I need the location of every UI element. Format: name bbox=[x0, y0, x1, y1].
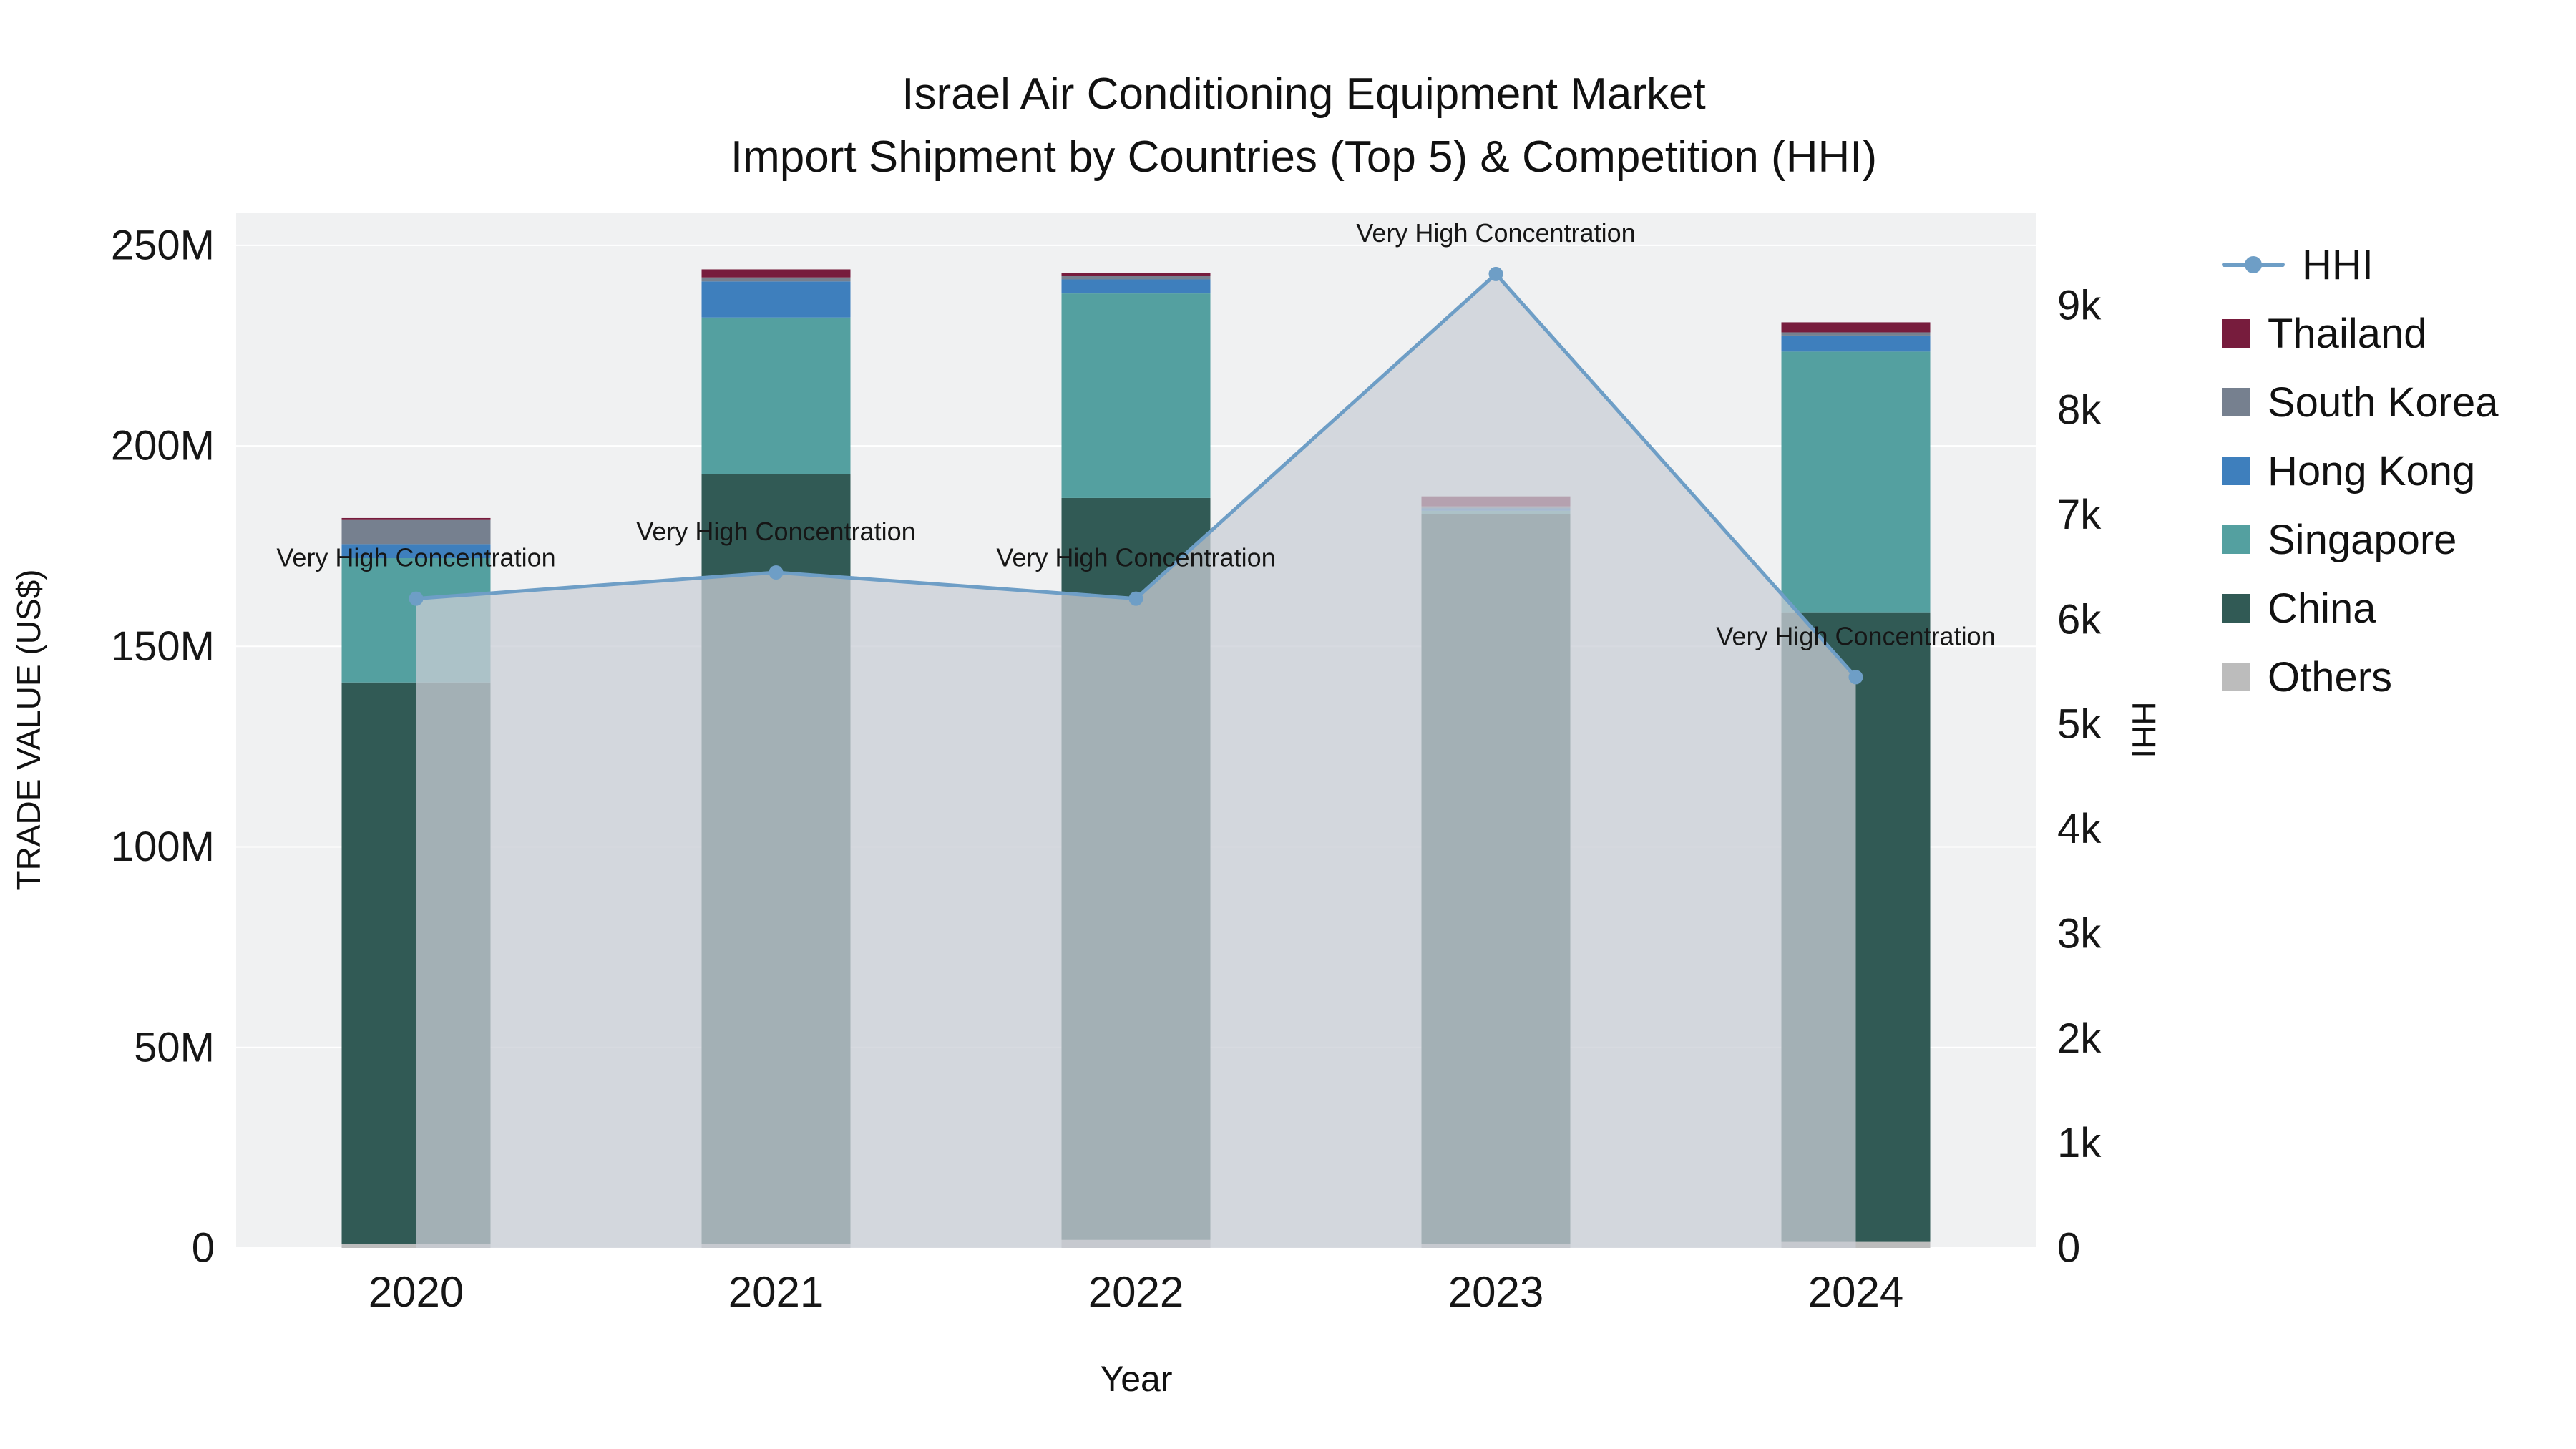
legend-item-thailand[interactable]: Thailand bbox=[2222, 299, 2498, 368]
y-left-tick-label: 0 bbox=[192, 1225, 215, 1272]
hong-kong-swatch-icon bbox=[2222, 457, 2250, 485]
bar-segment-south-korea-2022 bbox=[1061, 275, 1211, 280]
x-axis-title: Year bbox=[1100, 1359, 1173, 1399]
bar-segment-hong-kong-2024 bbox=[1781, 335, 1931, 352]
bar-segment-thailand-2021 bbox=[701, 269, 851, 278]
y-axis-right-title: HHI bbox=[2125, 701, 2162, 758]
y-right-tick-label: 8k bbox=[2057, 387, 2102, 434]
y-right-tick-label: 1k bbox=[2057, 1120, 2102, 1166]
x-tick-label-2020: 2020 bbox=[369, 1268, 464, 1316]
y-left-tick-label: 100M bbox=[111, 824, 215, 870]
bar-segment-hong-kong-2021 bbox=[701, 281, 851, 318]
y-right-tick-label: 9k bbox=[2057, 282, 2102, 328]
legend-item-south-korea[interactable]: South Korea bbox=[2222, 368, 2498, 436]
annotation-2020: Very High Concentration bbox=[276, 543, 555, 572]
hhi-marker-2020 bbox=[409, 591, 424, 606]
bar-segment-singapore-2022 bbox=[1061, 293, 1211, 498]
bar-segment-south-korea-2024 bbox=[1781, 332, 1931, 336]
bar-segment-singapore-2024 bbox=[1781, 351, 1931, 613]
x-tick-label-2021: 2021 bbox=[728, 1268, 824, 1316]
hhi-line-swatch-icon bbox=[2222, 256, 2285, 273]
legend-label-others: Others bbox=[2268, 653, 2393, 701]
y-left-tick-label: 200M bbox=[111, 423, 215, 469]
legend: HHI Thailand South Korea Hong Kong Singapore… bbox=[2222, 230, 2498, 711]
bar-segment-singapore-2021 bbox=[701, 317, 851, 474]
y-right-tick-label: 7k bbox=[2057, 492, 2102, 538]
bar-segment-hong-kong-2020 bbox=[341, 544, 491, 558]
legend-label-china: China bbox=[2268, 585, 2376, 632]
annotation-2022: Very High Concentration bbox=[996, 543, 1275, 572]
legend-label-singapore: Singapore bbox=[2268, 516, 2457, 563]
legend-item-hong-kong[interactable]: Hong Kong bbox=[2222, 436, 2498, 505]
annotation-2021: Very High Concentration bbox=[636, 517, 915, 546]
bar-segment-thailand-2022 bbox=[1061, 273, 1211, 276]
chart-title: Israel Air Conditioning Equipment Market… bbox=[31, 63, 2576, 189]
thailand-swatch-icon bbox=[2222, 319, 2250, 348]
hhi-marker-2023 bbox=[1488, 266, 1503, 281]
y-right-tick-label: 4k bbox=[2057, 806, 2102, 852]
hhi-marker-2021 bbox=[769, 565, 784, 580]
y-right-tick-label: 6k bbox=[2057, 596, 2102, 643]
x-tick-label-2023: 2023 bbox=[1448, 1268, 1543, 1316]
bar-segment-south-korea-2020 bbox=[341, 519, 491, 545]
y-left-tick-label: 50M bbox=[134, 1024, 215, 1070]
y-left-tick-label: 250M bbox=[111, 222, 215, 268]
x-tick-label-2024: 2024 bbox=[1808, 1268, 1903, 1316]
bar-segment-hong-kong-2022 bbox=[1061, 279, 1211, 294]
legend-item-others[interactable]: Others bbox=[2222, 643, 2498, 711]
legend-item-hhi[interactable]: HHI bbox=[2222, 230, 2498, 299]
bar-segment-thailand-2020 bbox=[341, 517, 491, 520]
x-tick-label-2022: 2022 bbox=[1088, 1268, 1184, 1316]
y-left-tick-label: 150M bbox=[111, 623, 215, 670]
chart-title-line1: Israel Air Conditioning Equipment Market bbox=[902, 69, 1706, 119]
legend-item-singapore[interactable]: Singapore bbox=[2222, 505, 2498, 574]
chart-title-line2: Import Shipment by Countries (Top 5) & C… bbox=[730, 132, 1878, 182]
hhi-marker-2022 bbox=[1128, 591, 1143, 606]
hhi-marker-2024 bbox=[1848, 670, 1863, 685]
others-swatch-icon bbox=[2222, 663, 2250, 691]
y-right-tick-label: 5k bbox=[2057, 701, 2102, 748]
bar-segment-thailand-2024 bbox=[1781, 322, 1931, 333]
legend-item-china[interactable]: China bbox=[2222, 574, 2498, 643]
legend-label-thailand: Thailand bbox=[2268, 310, 2427, 357]
y-axis-left-title: TRADE VALUE (US$) bbox=[10, 569, 47, 891]
south-korea-swatch-icon bbox=[2222, 388, 2250, 416]
bar-segment-south-korea-2021 bbox=[701, 277, 851, 282]
legend-label-hhi: HHI bbox=[2302, 241, 2373, 288]
legend-label-hong-kong: Hong Kong bbox=[2268, 447, 2476, 494]
y-right-tick-label: 0 bbox=[2057, 1225, 2080, 1272]
y-right-tick-label: 3k bbox=[2057, 910, 2102, 957]
singapore-swatch-icon bbox=[2222, 525, 2250, 554]
y-right-tick-label: 2k bbox=[2057, 1015, 2102, 1062]
annotation-2023: Very High Concentration bbox=[1356, 218, 1635, 248]
hhi-marker-dot-icon bbox=[2245, 256, 2262, 273]
legend-label-south-korea: South Korea bbox=[2268, 379, 2499, 426]
china-swatch-icon bbox=[2222, 594, 2250, 623]
annotation-2024: Very High Concentration bbox=[1716, 621, 1995, 650]
hhi-area-fill bbox=[416, 273, 1856, 1249]
